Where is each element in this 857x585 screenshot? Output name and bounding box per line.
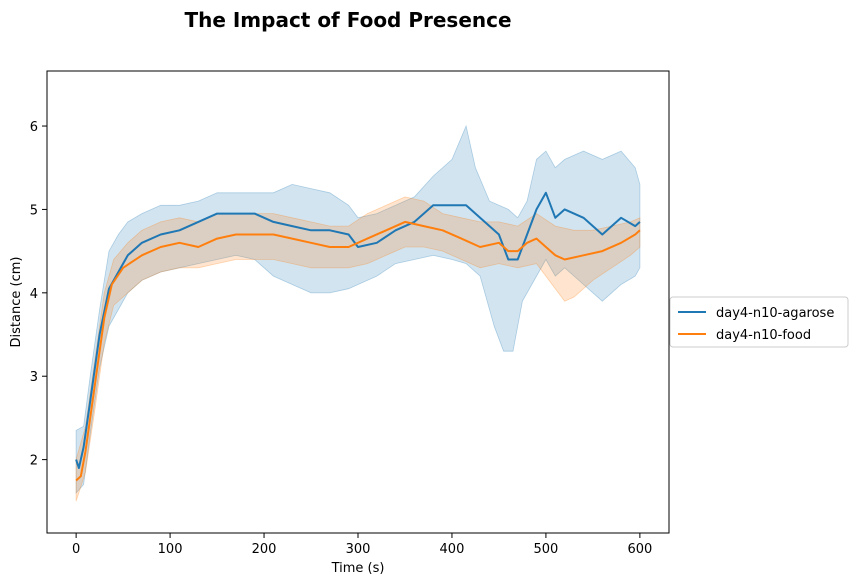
y-tick-label: 4 (30, 287, 38, 302)
y-tick-label: 3 (30, 370, 38, 385)
x-axis: 0 100 200 300 400 500 600 (72, 533, 652, 557)
x-tick-label: 300 (346, 542, 371, 557)
confidence-band-agarose (75, 124, 641, 495)
plot-frame (46, 70, 670, 534)
x-tick-label: 400 (440, 542, 465, 557)
y-axis-label: Distance (cm) (9, 257, 24, 348)
x-axis-label: Time (s) (331, 561, 385, 576)
x-tick-label: 200 (252, 542, 277, 557)
series-lines (75, 191, 641, 482)
y-axis: 2 3 4 5 6 (30, 120, 47, 469)
legend: day4-n10-agarose day4-n10-food (669, 296, 849, 348)
plot-area (46, 70, 670, 534)
legend-label-agarose: day4-n10-agarose (716, 306, 834, 321)
legend-label-food: day4-n10-food (716, 328, 811, 343)
chart-title: The Impact of Food Presence (184, 8, 511, 32)
x-tick-label: 0 (72, 542, 80, 557)
series-line-food (75, 220, 641, 482)
x-tick-label: 600 (627, 542, 652, 557)
x-tick-label: 500 (534, 542, 559, 557)
x-tick-label: 100 (158, 542, 183, 557)
legend-box (669, 296, 849, 348)
series-line-agarose (75, 191, 641, 469)
y-tick-label: 2 (30, 454, 38, 469)
y-tick-label: 5 (30, 203, 38, 218)
y-tick-label: 6 (30, 120, 38, 135)
